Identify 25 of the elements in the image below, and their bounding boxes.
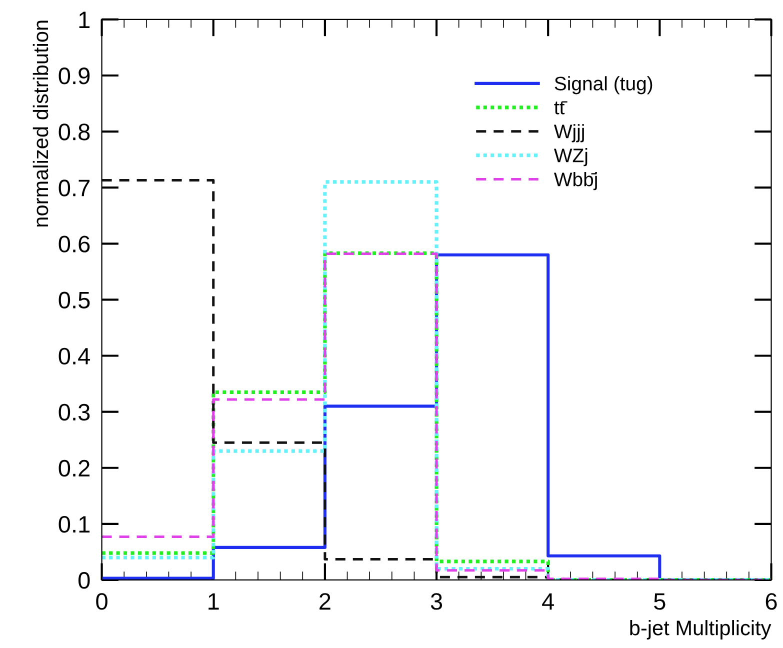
y-axis-title: normalized distribution bbox=[32, 20, 48, 226]
y-tick-label: 0.9 bbox=[58, 68, 90, 84]
y-tick-label: 0.7 bbox=[58, 180, 90, 196]
y-tick-label: 1 bbox=[79, 12, 90, 28]
legend-label: Wjjj bbox=[554, 124, 584, 142]
y-tick-label: 0.3 bbox=[58, 404, 90, 421]
y-tick-label: 0.2 bbox=[58, 460, 90, 477]
y-tick-label: 0.1 bbox=[58, 516, 90, 533]
y-tick-label: 0.8 bbox=[58, 124, 90, 140]
y-tick-label: 0.6 bbox=[58, 236, 90, 252]
legend-label: WZj bbox=[554, 148, 588, 166]
y-tick-label: 0.5 bbox=[58, 292, 90, 308]
x-tick-label: 2 bbox=[320, 593, 330, 610]
legend-label: tt̄ bbox=[554, 101, 568, 114]
x-tick-label: 1 bbox=[208, 593, 219, 610]
y-tick-label: 0 bbox=[78, 572, 90, 589]
y-tick-label: 0.4 bbox=[58, 348, 90, 365]
x-tick-label: 5 bbox=[654, 593, 666, 610]
x-tick-label: 6 bbox=[766, 593, 777, 610]
x-tick-label: 4 bbox=[542, 593, 554, 610]
x-tick-label: 3 bbox=[430, 593, 442, 610]
x-tick-label: 0 bbox=[96, 593, 108, 610]
legend-label: Signal (tug) bbox=[554, 76, 652, 94]
x-axis-title: b-jet Multiplicity bbox=[630, 620, 772, 640]
legend-label: Wbb̄j bbox=[554, 172, 597, 190]
